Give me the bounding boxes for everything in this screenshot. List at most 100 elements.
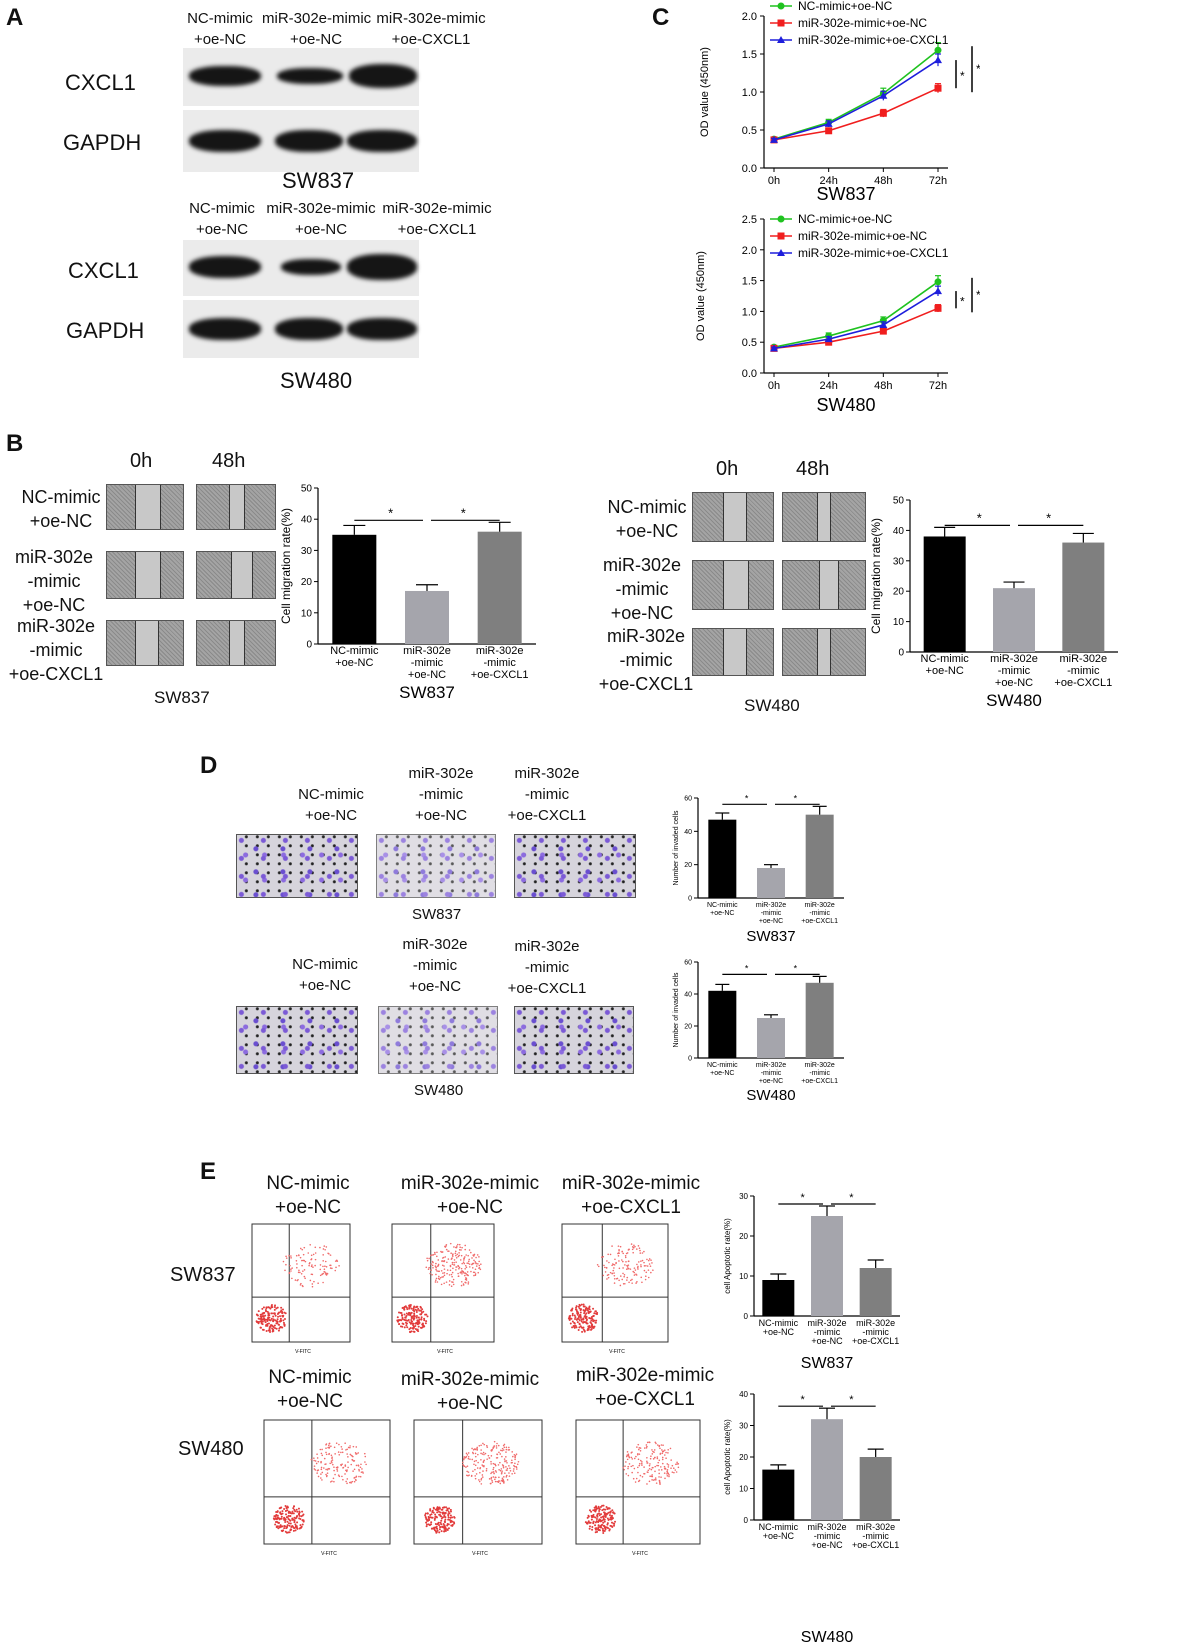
event-dot: [255, 1320, 258, 1323]
event-dot: [288, 1524, 291, 1527]
event-dot: [417, 1316, 420, 1319]
event-dot: [302, 1259, 305, 1262]
event-dot: [594, 1509, 597, 1512]
x-axis-label: V-FITC: [321, 1551, 337, 1557]
event-dot: [514, 1458, 516, 1461]
event-dot: [663, 1472, 666, 1474]
event-dot: [304, 1260, 307, 1263]
event-dot: [280, 1306, 283, 1309]
event-dot: [583, 1310, 586, 1313]
event-dot: [397, 1319, 400, 1322]
event-dot: [442, 1275, 445, 1278]
y-tick-label: 0: [306, 640, 312, 651]
event-dot: [365, 1463, 367, 1466]
event-dot: [578, 1322, 581, 1325]
y-tick-label: 10: [893, 617, 905, 628]
event-dot: [423, 1319, 426, 1322]
event-dot: [502, 1464, 505, 1467]
event-dot: [436, 1511, 439, 1514]
event-dot: [336, 1470, 339, 1472]
event-dot: [441, 1525, 444, 1528]
event-dot: [297, 1254, 300, 1256]
event-dot: [450, 1273, 453, 1276]
event-dot: [501, 1470, 503, 1472]
event-dot: [273, 1324, 276, 1327]
event-dot: [349, 1453, 352, 1456]
event-dot: [661, 1462, 664, 1465]
event-dot: [460, 1249, 462, 1251]
event-dot: [320, 1460, 322, 1463]
blot-cell-line: SW480: [280, 368, 353, 393]
event-dot: [423, 1317, 426, 1320]
event-dot: [595, 1527, 598, 1530]
event-dot: [279, 1317, 282, 1320]
event-dot: [614, 1520, 617, 1523]
blot-col-label: miR-302e-mimic: [382, 200, 492, 217]
event-dot: [578, 1307, 581, 1310]
event-dot: [302, 1270, 304, 1272]
event-dot: [331, 1456, 333, 1458]
event-dot: [266, 1318, 269, 1321]
event-dot: [473, 1463, 475, 1466]
event-dot: [467, 1254, 469, 1257]
event-dot: [346, 1478, 349, 1480]
event-dot: [655, 1442, 657, 1445]
wound-group-1: NC-mimic +oe-NC: [602, 495, 692, 543]
event-dot: [419, 1326, 422, 1329]
event-dot: [408, 1306, 411, 1309]
event-dot: [319, 1448, 322, 1451]
x-tick-label: +oe-NC: [759, 1078, 783, 1085]
event-dot: [435, 1266, 438, 1269]
event-dot: [616, 1277, 619, 1280]
event-dot: [313, 1459, 315, 1462]
y-tick-label: 40: [739, 1390, 748, 1399]
event-dot: [288, 1254, 290, 1257]
event-dot: [470, 1251, 472, 1254]
event-dot: [587, 1520, 590, 1523]
event-dot: [418, 1318, 421, 1321]
event-dot: [622, 1282, 625, 1285]
event-dot: [296, 1527, 299, 1530]
event-dot: [286, 1516, 289, 1519]
event-dot: [276, 1510, 279, 1513]
event-dot: [501, 1455, 503, 1458]
y-axis-label: OD value (450nm): [699, 47, 711, 137]
event-dot: [320, 1466, 323, 1469]
event-dot: [512, 1455, 514, 1458]
event-dot: [452, 1278, 455, 1281]
event-dot: [295, 1515, 298, 1518]
group-line: +oe-NC: [29, 511, 93, 531]
event-dot: [619, 1275, 622, 1277]
event-dot: [332, 1477, 335, 1480]
event-dot: [432, 1266, 434, 1269]
event-dot: [259, 1326, 262, 1329]
event-dot: [494, 1470, 497, 1472]
event-dot: [357, 1465, 360, 1467]
event-dot: [483, 1453, 485, 1456]
flow-group-3: miR-302e-mimic +oe-CXCL1: [556, 1172, 706, 1220]
event-dot: [463, 1456, 466, 1458]
event-dot: [652, 1479, 655, 1481]
chart-caption: SW837: [816, 184, 875, 204]
event-dot: [313, 1468, 316, 1470]
blot-col-label: +oe-NC: [193, 31, 247, 48]
series-line: [773, 307, 939, 350]
event-dot: [447, 1527, 450, 1530]
event-dot: [621, 1278, 624, 1281]
event-dot: [335, 1266, 337, 1269]
event-dot: [641, 1464, 643, 1466]
event-dot: [338, 1443, 340, 1446]
event-dot: [607, 1518, 610, 1521]
event-dot: [609, 1253, 612, 1256]
event-dot: [399, 1319, 402, 1322]
event-dot: [515, 1453, 518, 1456]
event-dot: [503, 1482, 505, 1484]
event-dot: [501, 1477, 504, 1480]
event-dot: [284, 1530, 287, 1533]
x-tick-label: +oe-CXCL1: [471, 669, 529, 681]
event-dot: [345, 1480, 347, 1483]
event-dot: [439, 1515, 442, 1518]
event-dot: [475, 1473, 478, 1475]
event-dot: [449, 1521, 452, 1524]
event-dot: [276, 1318, 279, 1321]
